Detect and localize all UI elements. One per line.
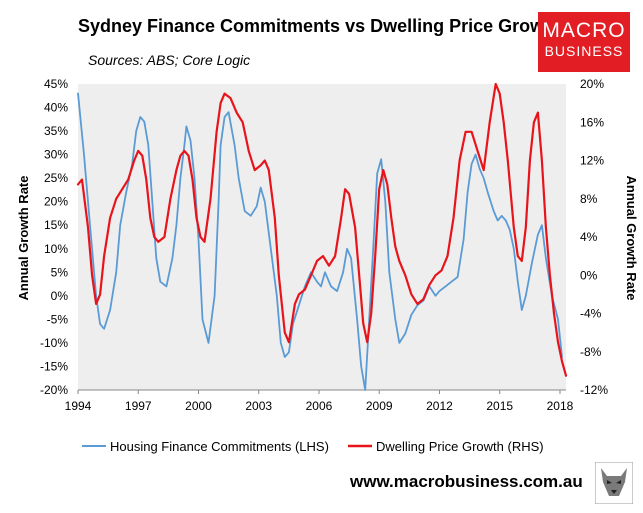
y-left-tick-label: 0% <box>51 289 69 303</box>
y-left-tick-label: -15% <box>40 359 68 373</box>
x-tick-label: 1994 <box>65 399 92 413</box>
y-left-tick-label: 15% <box>44 218 68 232</box>
y-left-tick-label: 20% <box>44 195 68 209</box>
y-left-tick-label: -10% <box>40 336 68 350</box>
y-left-tick-label: 35% <box>44 124 68 138</box>
x-tick-label: 2009 <box>366 399 393 413</box>
y-left-tick-label: 45% <box>44 77 68 91</box>
legend-item-dwelling-price-label: Dwelling Price Growth (RHS) <box>376 439 544 454</box>
plot-area <box>78 84 566 390</box>
y-right-tick-label: 12% <box>580 154 604 168</box>
y-right-tick-label: -4% <box>580 307 602 321</box>
legend: Housing Finance Commitments (LHS) Dwellin… <box>82 439 544 454</box>
right-axis: 20% 16% 12% 8% 4% 0% -4% -8% -12% <box>580 77 608 397</box>
series-layer <box>76 82 568 391</box>
logo-line-1: MACRO <box>542 19 626 42</box>
x-tick-label: 2015 <box>486 399 513 413</box>
x-tick-label: 2003 <box>245 399 272 413</box>
y-right-tick-label: 8% <box>580 192 598 206</box>
y-left-tick-label: 25% <box>44 171 68 185</box>
y-axis-label-right: Annual Growth Rate <box>624 176 639 301</box>
page-title: Sydney Finance Commitments vs Dwelling P… <box>78 16 562 36</box>
x-tick-label: 1997 <box>125 399 152 413</box>
y-right-tick-label: 4% <box>580 230 598 244</box>
y-left-tick-label: 10% <box>44 242 68 256</box>
y-left-tick-label: 30% <box>44 148 68 162</box>
y-right-tick-label: 20% <box>580 77 604 91</box>
y-left-tick-label: 40% <box>44 101 68 115</box>
x-tick-label: 2000 <box>185 399 212 413</box>
x-tick-label: 2006 <box>306 399 333 413</box>
legend-item-housing-finance-label: Housing Finance Commitments (LHS) <box>110 439 329 454</box>
x-axis: 1994 1997 2000 2003 2006 2009 2012 2015 2018 <box>65 390 574 413</box>
left-axis: 45% 40% 35% 30% 25% 20% 15% 10% 5% 0% -5% -10% -15% -… <box>40 77 68 397</box>
footer-url[interactable]: www.macrobusiness.com.au <box>350 472 583 491</box>
series-line-housing-finance <box>77 92 563 391</box>
x-tick-label: 2012 <box>426 399 453 413</box>
series-line-dwelling-price <box>76 82 568 377</box>
y-left-tick-label: 5% <box>51 265 69 279</box>
y-right-tick-label: -8% <box>580 345 602 359</box>
logo-line-2: BUSINESS <box>544 43 624 59</box>
y-right-tick-label: 0% <box>580 268 598 282</box>
y-left-tick-label: -20% <box>40 383 68 397</box>
y-left-tick-label: -5% <box>47 312 69 326</box>
y-axis-label-left: Annual Growth Rate <box>16 176 31 301</box>
y-right-tick-label: 16% <box>580 115 604 129</box>
brand-logo: MACRO BUSINESS <box>538 12 630 72</box>
y-right-tick-label: -12% <box>580 383 608 397</box>
chart-subtitle: Sources: ABS; Core Logic <box>88 52 251 68</box>
x-tick-label: 2018 <box>547 399 574 413</box>
wolf-icon <box>595 462 633 504</box>
